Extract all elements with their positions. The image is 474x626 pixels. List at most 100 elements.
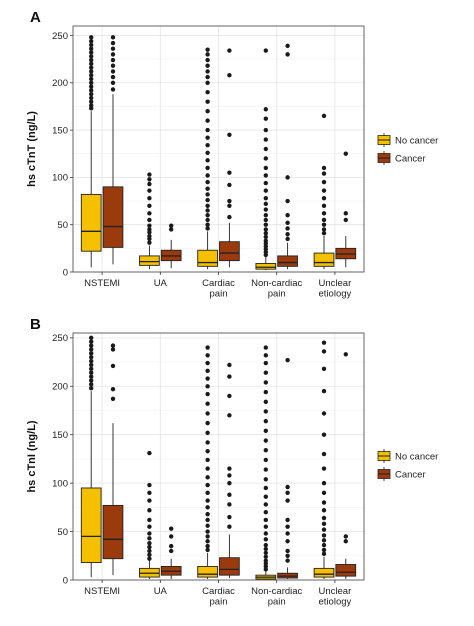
panel-b-box-cancer — [335, 352, 357, 580]
panel-b-outlier-point — [205, 498, 210, 503]
panel-a-iqr-box — [139, 255, 160, 266]
panel-a-outlier-point — [89, 95, 94, 101]
panel-b-outlier-point — [147, 450, 152, 456]
panel-a-y-tick-label: 0 — [63, 267, 68, 278]
panel-b-box-no-cancer — [139, 450, 160, 580]
panel-b-outlier-point — [263, 509, 269, 515]
panel-a-outlier-point — [263, 207, 269, 212]
panel-a-outlier-point — [89, 35, 94, 40]
panel-b-outlier-point — [205, 353, 210, 358]
panel-a-outlier-point — [168, 223, 174, 228]
panel-a-outlier-point — [205, 135, 210, 140]
panel-b-y-tick-label: 50 — [57, 527, 68, 538]
panel-a-iqr-box — [277, 255, 298, 267]
panel-b-iqr-box — [219, 557, 240, 576]
panel-a-outlier-point — [147, 233, 152, 239]
panel-a-outlier-point — [285, 226, 290, 231]
panel-a-outlier-point — [205, 197, 210, 203]
panel-b-box-cancer — [277, 357, 298, 580]
panel-a-outlier-point — [263, 137, 269, 142]
panel-a-outlier-point — [263, 156, 269, 161]
panel-b-outlier-point — [263, 546, 269, 552]
panel-a-outlier-point — [205, 173, 210, 178]
panel-a-outlier-point — [263, 227, 269, 232]
panel-a-outlier-point — [89, 54, 94, 59]
panel-b-outlier-point — [147, 552, 152, 558]
panel-b-outlier-point — [263, 494, 269, 499]
panel-a-outlier-point — [168, 227, 174, 232]
panel-b-outlier-point — [285, 517, 290, 523]
panel-b-outlier-point — [263, 524, 269, 529]
panel-a-x-tick-label: pain — [268, 289, 286, 300]
panel-a-outlier-point — [147, 240, 152, 245]
panel-a-outlier-point — [89, 38, 94, 44]
panel-a-x-tick-label: NSTEMI — [84, 278, 120, 289]
panel-b-outlier-point — [205, 345, 210, 350]
panel-b-y-tick-label: 0 — [63, 575, 68, 586]
panel-a-outlier-point — [205, 179, 210, 185]
panel-b-outlier-point — [205, 448, 210, 454]
panel-b-outlier-point — [205, 466, 210, 471]
panel-a-outlier-point — [147, 217, 152, 223]
panel-b-outlier-point — [205, 511, 210, 517]
panel-b-outlier-point — [263, 467, 269, 472]
panel-b-outlier-point — [205, 475, 210, 480]
panel-b-legend-label: No cancer — [395, 451, 438, 462]
panel-a-outlier-point — [147, 181, 152, 187]
panel-b-outlier-point — [321, 388, 327, 394]
panel-b-outlier-point — [205, 430, 210, 435]
panel-b-legend-item-cancer: Cancer — [377, 467, 426, 481]
panel-b-iqr-box — [313, 567, 335, 578]
panel-b-outlier-point — [205, 401, 210, 406]
panel-a-outlier-point — [147, 203, 152, 208]
panel-a-outlier-point — [285, 175, 290, 180]
panel-b-outlier-point — [205, 391, 210, 397]
panel-b-outlier-point — [227, 502, 232, 507]
panel-b-outlier-point — [205, 368, 210, 373]
panel-b-outlier-point — [285, 498, 290, 503]
panel-a-outlier-point — [205, 165, 210, 171]
panel-b-iqr-box — [102, 504, 124, 560]
panel-b-outlier-point — [205, 529, 210, 534]
panel-a-box-cancer — [219, 48, 240, 268]
panel-b-outlier-point — [227, 466, 232, 471]
panel-b-x-tick-label: UA — [154, 586, 168, 597]
panel-a-box-cancer — [102, 35, 124, 265]
panel-b-outlier-point — [321, 515, 327, 521]
panel-a-outlier-point — [205, 69, 210, 74]
panel-a-x-tick-label: UA — [154, 278, 168, 289]
panel-a-outlier-point — [205, 186, 210, 191]
panel-a-outlier-point — [285, 52, 290, 57]
panel-a-outlier-point — [147, 223, 152, 228]
panel-a-outlier-point — [227, 203, 232, 208]
panel-a-outlier-point — [343, 211, 348, 216]
panel-a-legend-label: No cancer — [395, 135, 438, 146]
panel-b-outlier-point — [321, 538, 327, 543]
panel-a-outlier-point — [205, 80, 210, 85]
panel-a-outlier-point — [147, 196, 152, 201]
panel-b-outlier-point — [263, 418, 269, 424]
panel-b-outlier-point — [263, 457, 269, 463]
panel-a-box-cancer — [335, 151, 357, 268]
panel-a-outlier-point — [110, 74, 116, 80]
panel-b-outlier-point — [147, 508, 152, 513]
panel-b-box-no-cancer — [197, 345, 218, 580]
panel-a-outlier-point — [89, 84, 94, 89]
panel-a-iqr-box — [313, 252, 335, 267]
panel-b-outlier-point — [321, 366, 327, 372]
panel-b-outlier-point — [205, 482, 210, 488]
panel-b-outlier-point — [321, 480, 327, 486]
panel-b-outlier-point — [147, 556, 152, 561]
panel-b-outlier-point — [227, 362, 232, 368]
panel-b-outlier-point — [205, 411, 210, 416]
panel-a-outlier-point — [263, 116, 269, 121]
panel-b-outlier-point — [321, 490, 327, 496]
panel-b-box-no-cancer — [80, 335, 102, 578]
panel-b-outlier-point — [205, 490, 210, 496]
panel-b-outlier-point — [321, 466, 327, 471]
panel-a-outlier-point — [321, 165, 327, 171]
panel-a-y-axis-title: hs cTnT (ng/L) — [26, 111, 38, 187]
panel-b-outlier-point — [263, 542, 269, 548]
panel-a-box-no-cancer — [313, 113, 335, 270]
